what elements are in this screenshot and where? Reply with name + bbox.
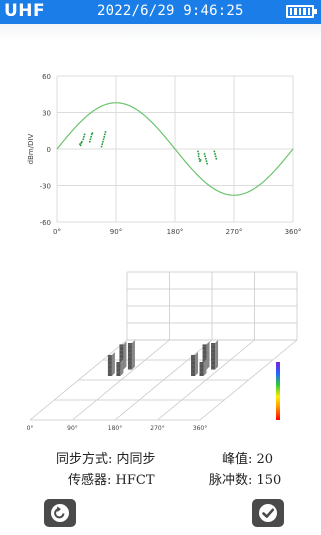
discharge-point [104, 131, 107, 133]
battery-cell [290, 8, 293, 15]
confirm-button[interactable] [252, 499, 284, 527]
discharge-point [79, 144, 82, 147]
discharge-point [197, 155, 200, 158]
discharge-point [197, 150, 199, 153]
discharge-point [213, 150, 216, 153]
battery-cell [307, 8, 311, 15]
x-tick-label: 90° [67, 425, 78, 432]
discharge-point [83, 136, 85, 138]
y-tick-label: 0 [47, 146, 51, 154]
battery-cell [303, 8, 306, 15]
prps-bar-side [111, 352, 115, 376]
x-tick-label: 180° [108, 425, 122, 432]
peak-value-label: 峰值: 20 [222, 452, 274, 467]
prps-bar-side [123, 341, 127, 370]
pulse-count-label: 脉冲数: 150 [209, 473, 282, 488]
x-tick-label: 360° [285, 228, 302, 236]
prps-bar [116, 362, 121, 376]
discharge-point [81, 140, 83, 143]
color-scale-bar [276, 362, 280, 420]
discharge-point [199, 159, 202, 161]
discharge-point [79, 143, 81, 145]
y-tick-label: 30 [42, 110, 51, 118]
discharge-point [80, 142, 83, 144]
discharge-point [89, 138, 92, 141]
discharge-point [100, 145, 103, 148]
x-tick-label: 0° [53, 228, 61, 236]
discharge-point [90, 136, 92, 138]
x-tick-label: 360° [193, 425, 207, 432]
checkmark-icon [259, 504, 277, 522]
prps-bar-side [195, 352, 199, 376]
y-tick-label: -60 [40, 219, 51, 227]
sync-mode-label: 同步方式: 内同步 [56, 452, 156, 467]
discharge-point [198, 157, 201, 160]
sine-reference-line [56, 102, 294, 196]
discharge-point [203, 153, 206, 155]
prps-bar [202, 344, 207, 370]
discharge-point [103, 136, 105, 138]
header-shade [0, 24, 321, 40]
prps-bar-side [120, 359, 124, 376]
battery-cell [294, 8, 297, 15]
discharge-point [102, 138, 105, 141]
x-tick-label: 90° [110, 228, 122, 236]
y-tick-label: -30 [40, 183, 51, 191]
prps-bar-side [206, 341, 210, 370]
sensor-label: 传感器: HFCT [68, 473, 155, 488]
y-axis-label: dBm/DIV [27, 133, 35, 164]
prps-bar-side [203, 359, 207, 376]
discharge-point [206, 162, 208, 165]
discharge-point [88, 140, 91, 143]
status-bar: UHF 2022/6/29 9:46:25 [0, 0, 321, 24]
discharge-point [102, 140, 104, 143]
prps-bar [119, 344, 124, 370]
discharge-point [91, 132, 94, 134]
prps-bar-side [131, 340, 135, 370]
x-tick-label: 270° [226, 228, 243, 236]
discharge-point [101, 143, 104, 145]
prps-bar [191, 355, 196, 376]
back-button[interactable] [44, 499, 76, 527]
discharge-point [214, 155, 217, 158]
datetime-label: 2022/6/29 9:46:25 [97, 3, 244, 19]
prps-bar [211, 343, 216, 370]
discharge-point [204, 155, 206, 158]
y-tick-label: 60 [42, 73, 51, 81]
battery-cell [298, 8, 302, 15]
mode-label: UHF [4, 1, 46, 21]
discharge-point [215, 157, 218, 160]
discharge-point [90, 133, 93, 136]
x-tick-label: 0° [27, 425, 34, 432]
prps-bar [199, 362, 204, 376]
prps-bar-side [215, 340, 219, 370]
discharge-point [82, 138, 85, 141]
discharge-point [104, 133, 106, 136]
prpd-chart: 60 30 0 -30 -600° 90° 180° 270° 360° dBm/DIV [27, 73, 302, 236]
prps-bar [107, 355, 112, 376]
x-tick-label: 180° [167, 228, 184, 236]
prps-bar [127, 343, 132, 370]
discharge-point [205, 160, 208, 162]
battery-icon [286, 5, 317, 18]
discharge-point [205, 157, 207, 160]
prps-3d-chart: 0° 90° 180° 270° 360° [27, 271, 298, 432]
back-arrow-icon [51, 504, 69, 522]
discharge-point [197, 153, 200, 155]
discharge-point [199, 160, 201, 162]
x-tick-label: 270° [150, 425, 164, 432]
discharge-point [214, 153, 216, 155]
discharge-point [83, 133, 86, 136]
